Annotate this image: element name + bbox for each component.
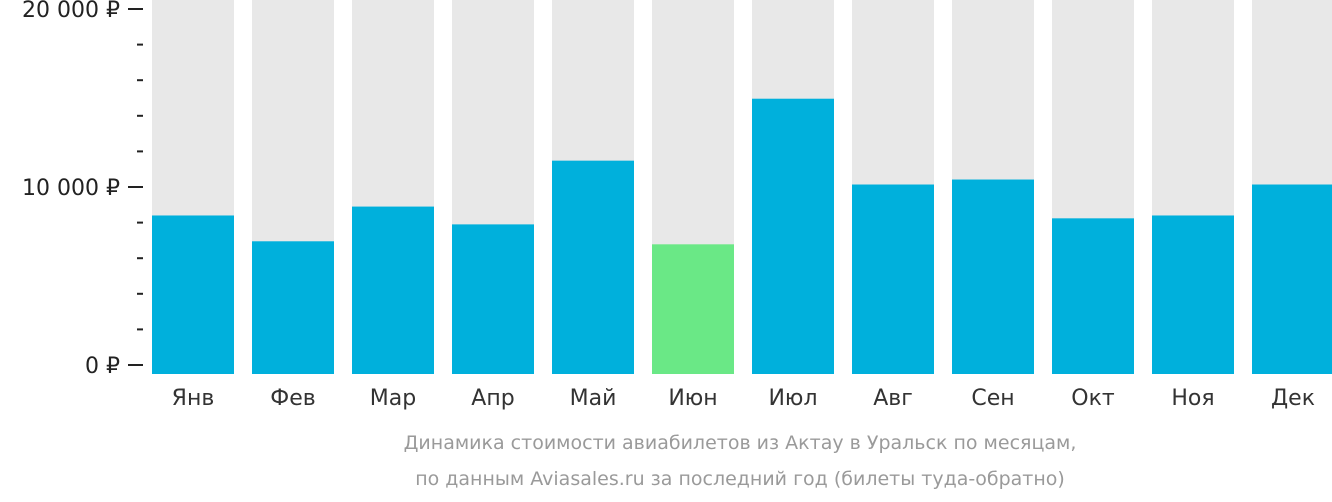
- bar-0: [152, 215, 234, 374]
- bar-1: [252, 241, 334, 374]
- bar-11: [1252, 184, 1332, 374]
- y-tick-label: 10 000 ₽: [22, 176, 120, 201]
- x-tick-label: Окт: [1071, 386, 1115, 411]
- y-tick-label: 0 ₽: [85, 354, 120, 379]
- y-tick-label: 20 000 ₽: [22, 0, 120, 23]
- bar-3: [452, 224, 534, 374]
- chart-subtitle: по данным Aviasales.ru за последний год …: [415, 468, 1065, 490]
- x-tick-label: Авг: [873, 386, 913, 411]
- x-tick-label: Апр: [471, 386, 514, 411]
- x-tick-label: Сен: [971, 386, 1014, 411]
- x-tick-label: Фев: [270, 386, 315, 411]
- bar-4: [552, 160, 634, 374]
- x-tick-label: Дек: [1271, 386, 1315, 411]
- bar-9: [1052, 218, 1134, 374]
- bar-8: [952, 179, 1034, 374]
- bar-5: [652, 244, 734, 374]
- x-tick-label: Май: [570, 386, 617, 411]
- bar-7: [852, 184, 934, 374]
- x-tick-label: Ноя: [1171, 386, 1214, 411]
- bar-6: [752, 98, 834, 374]
- x-tick-label: Июн: [668, 386, 717, 411]
- x-tick-label: Янв: [172, 386, 215, 411]
- chart-title: Динамика стоимости авиабилетов из Актау …: [403, 432, 1077, 454]
- x-tick-label: Мар: [370, 386, 416, 411]
- x-tick-label: Июл: [768, 386, 817, 411]
- bar-10: [1152, 215, 1234, 374]
- bar-2: [352, 206, 434, 374]
